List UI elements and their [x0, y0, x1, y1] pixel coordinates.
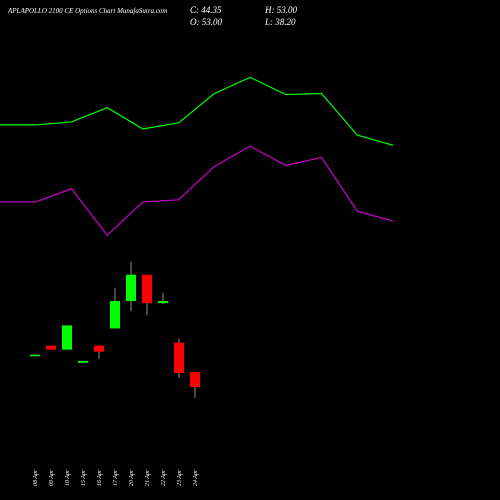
candle-body	[190, 371, 200, 388]
stat-close: C: 44.35	[190, 5, 222, 15]
indicator-line	[0, 145, 394, 237]
candle-body	[94, 345, 104, 352]
candle-body	[78, 360, 88, 363]
x-tick-label: 10 Apr	[65, 469, 71, 486]
candle-body	[174, 342, 184, 373]
chart-title: APLAPOLLO 2100 CE Options Chart MunafaSu…	[7, 7, 167, 15]
x-tick-label: 15 Apr	[81, 469, 87, 486]
candle-body	[62, 325, 72, 350]
candle-body	[126, 274, 136, 302]
candle-body	[158, 301, 168, 304]
x-tick-label: 20 Apr	[129, 469, 135, 486]
candle-body	[142, 274, 152, 304]
x-tick-label: 16 Apr	[97, 469, 103, 486]
candle-body	[110, 301, 120, 329]
x-tick-label: 08 Apr	[33, 469, 39, 486]
stat-low: L: 38.20	[264, 17, 296, 27]
x-tick-label: 24 Apr	[192, 469, 199, 486]
x-tick-label: 23 Apr	[177, 469, 183, 486]
stat-high: H: 53.00	[264, 5, 297, 15]
x-tick-label: 21 Apr	[145, 469, 151, 486]
stat-open: O: 53.00	[190, 17, 222, 27]
x-tick-label: 22 Apr	[161, 469, 167, 486]
x-tick-label: 17 Apr	[113, 469, 119, 486]
candle-body	[30, 354, 40, 357]
indicator-line	[0, 76, 394, 146]
x-tick-label: 09 Apr	[49, 469, 55, 486]
candle-body	[46, 345, 56, 350]
